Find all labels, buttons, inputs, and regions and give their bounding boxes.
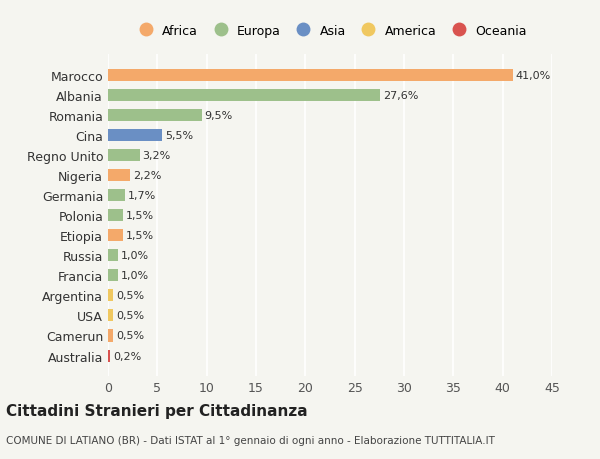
Text: 41,0%: 41,0% <box>515 71 551 81</box>
Text: 5,5%: 5,5% <box>165 131 193 141</box>
Text: 2,2%: 2,2% <box>133 171 161 181</box>
Text: 1,0%: 1,0% <box>121 251 149 261</box>
Text: 1,7%: 1,7% <box>128 191 156 201</box>
Bar <box>108 110 202 122</box>
Text: 1,5%: 1,5% <box>126 211 154 221</box>
Bar <box>108 250 118 262</box>
Bar <box>108 130 162 142</box>
Text: 0,2%: 0,2% <box>113 351 141 361</box>
Text: 0,5%: 0,5% <box>116 311 144 321</box>
Bar <box>108 70 512 82</box>
Text: 27,6%: 27,6% <box>383 91 419 101</box>
Bar <box>108 150 140 162</box>
Bar <box>108 290 113 302</box>
Bar <box>108 230 123 242</box>
Bar <box>108 190 125 202</box>
Bar <box>108 170 130 182</box>
Bar <box>108 90 380 102</box>
Text: Cittadini Stranieri per Cittadinanza: Cittadini Stranieri per Cittadinanza <box>6 403 308 418</box>
Text: 1,0%: 1,0% <box>121 271 149 281</box>
Text: 3,2%: 3,2% <box>143 151 171 161</box>
Text: 0,5%: 0,5% <box>116 331 144 341</box>
Legend: Africa, Europa, Asia, America, Oceania: Africa, Europa, Asia, America, Oceania <box>128 20 532 43</box>
Bar <box>108 310 113 322</box>
Bar <box>108 350 110 362</box>
Bar <box>108 270 118 282</box>
Bar <box>108 210 123 222</box>
Text: COMUNE DI LATIANO (BR) - Dati ISTAT al 1° gennaio di ogni anno - Elaborazione TU: COMUNE DI LATIANO (BR) - Dati ISTAT al 1… <box>6 435 495 445</box>
Text: 9,5%: 9,5% <box>205 111 233 121</box>
Bar <box>108 330 113 342</box>
Text: 0,5%: 0,5% <box>116 291 144 301</box>
Text: 1,5%: 1,5% <box>126 231 154 241</box>
